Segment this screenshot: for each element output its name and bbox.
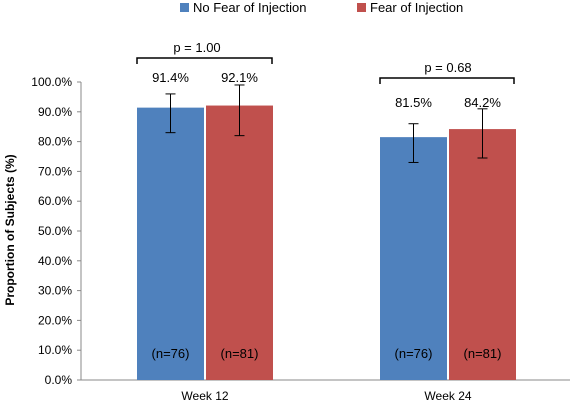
n-label-fear-of-injection-week-24: (n=81) bbox=[464, 346, 502, 361]
x-tick-label-week-24: Week 24 bbox=[424, 389, 471, 403]
data-label-fear-of-injection-week-24: 84.2% bbox=[464, 95, 501, 110]
legend-swatch-no-fear bbox=[180, 3, 189, 12]
n-label-no-fear-of-injection-week-24: (n=76) bbox=[395, 346, 433, 361]
x-tick-label-week-12: Week 12 bbox=[181, 389, 228, 403]
y-tick-label: 30.0% bbox=[38, 284, 72, 298]
bar-fear-of-injection-week-24 bbox=[449, 129, 516, 380]
legend-label-no-fear: No Fear of Injection bbox=[193, 0, 306, 15]
p-value-week-12: p = 1.00 bbox=[173, 40, 220, 55]
p-bracket-line-week-12 bbox=[136, 57, 273, 64]
y-tick-label: 60.0% bbox=[38, 194, 72, 208]
y-axis-title: Proportion of Subjects (%) bbox=[3, 154, 17, 305]
legend: No Fear of Injection Fear of Injection bbox=[180, 0, 463, 15]
y-tick-label: 100.0% bbox=[31, 75, 72, 89]
y-tick-label: 80.0% bbox=[38, 135, 72, 149]
p-bracket-week-12: p = 1.00 bbox=[136, 40, 273, 64]
y-tick-label: 10.0% bbox=[38, 343, 72, 357]
data-label-no-fear-of-injection-week-24: 81.5% bbox=[395, 95, 432, 110]
bar-no-fear-of-injection-week-24 bbox=[380, 137, 447, 380]
y-tick-label: 70.0% bbox=[38, 164, 72, 178]
y-tick-label: 20.0% bbox=[38, 313, 72, 327]
legend-label-fear: Fear of Injection bbox=[370, 0, 463, 15]
n-label-fear-of-injection-week-12: (n=81) bbox=[221, 346, 259, 361]
p-bracket-week-24: p = 0.68 bbox=[379, 60, 515, 84]
legend-swatch-fear bbox=[357, 3, 366, 12]
y-axis-ticks: 0.0% 10.0% 20.0% 30.0% 40.0% 50.0% 60.0% 70.0% 8… bbox=[31, 75, 81, 387]
bars-group: 91.4% (n=76) 92.1% (n=81) 81.5% (n=76) 84.2% (n… bbox=[137, 70, 516, 381]
p-bracket-line-week-24 bbox=[379, 77, 515, 84]
n-label-no-fear-of-injection-week-12: (n=76) bbox=[152, 346, 190, 361]
y-tick-label: 0.0% bbox=[45, 373, 73, 387]
data-label-no-fear-of-injection-week-12: 91.4% bbox=[152, 70, 189, 85]
y-tick-label: 90.0% bbox=[38, 105, 72, 119]
y-tick-label: 40.0% bbox=[38, 254, 72, 268]
bar-fear-of-injection-week-12 bbox=[206, 105, 273, 381]
data-label-fear-of-injection-week-12: 92.1% bbox=[221, 70, 258, 85]
bar-no-fear-of-injection-week-12 bbox=[137, 107, 204, 381]
p-value-week-24: p = 0.68 bbox=[424, 60, 471, 75]
y-tick-label: 50.0% bbox=[38, 224, 72, 238]
